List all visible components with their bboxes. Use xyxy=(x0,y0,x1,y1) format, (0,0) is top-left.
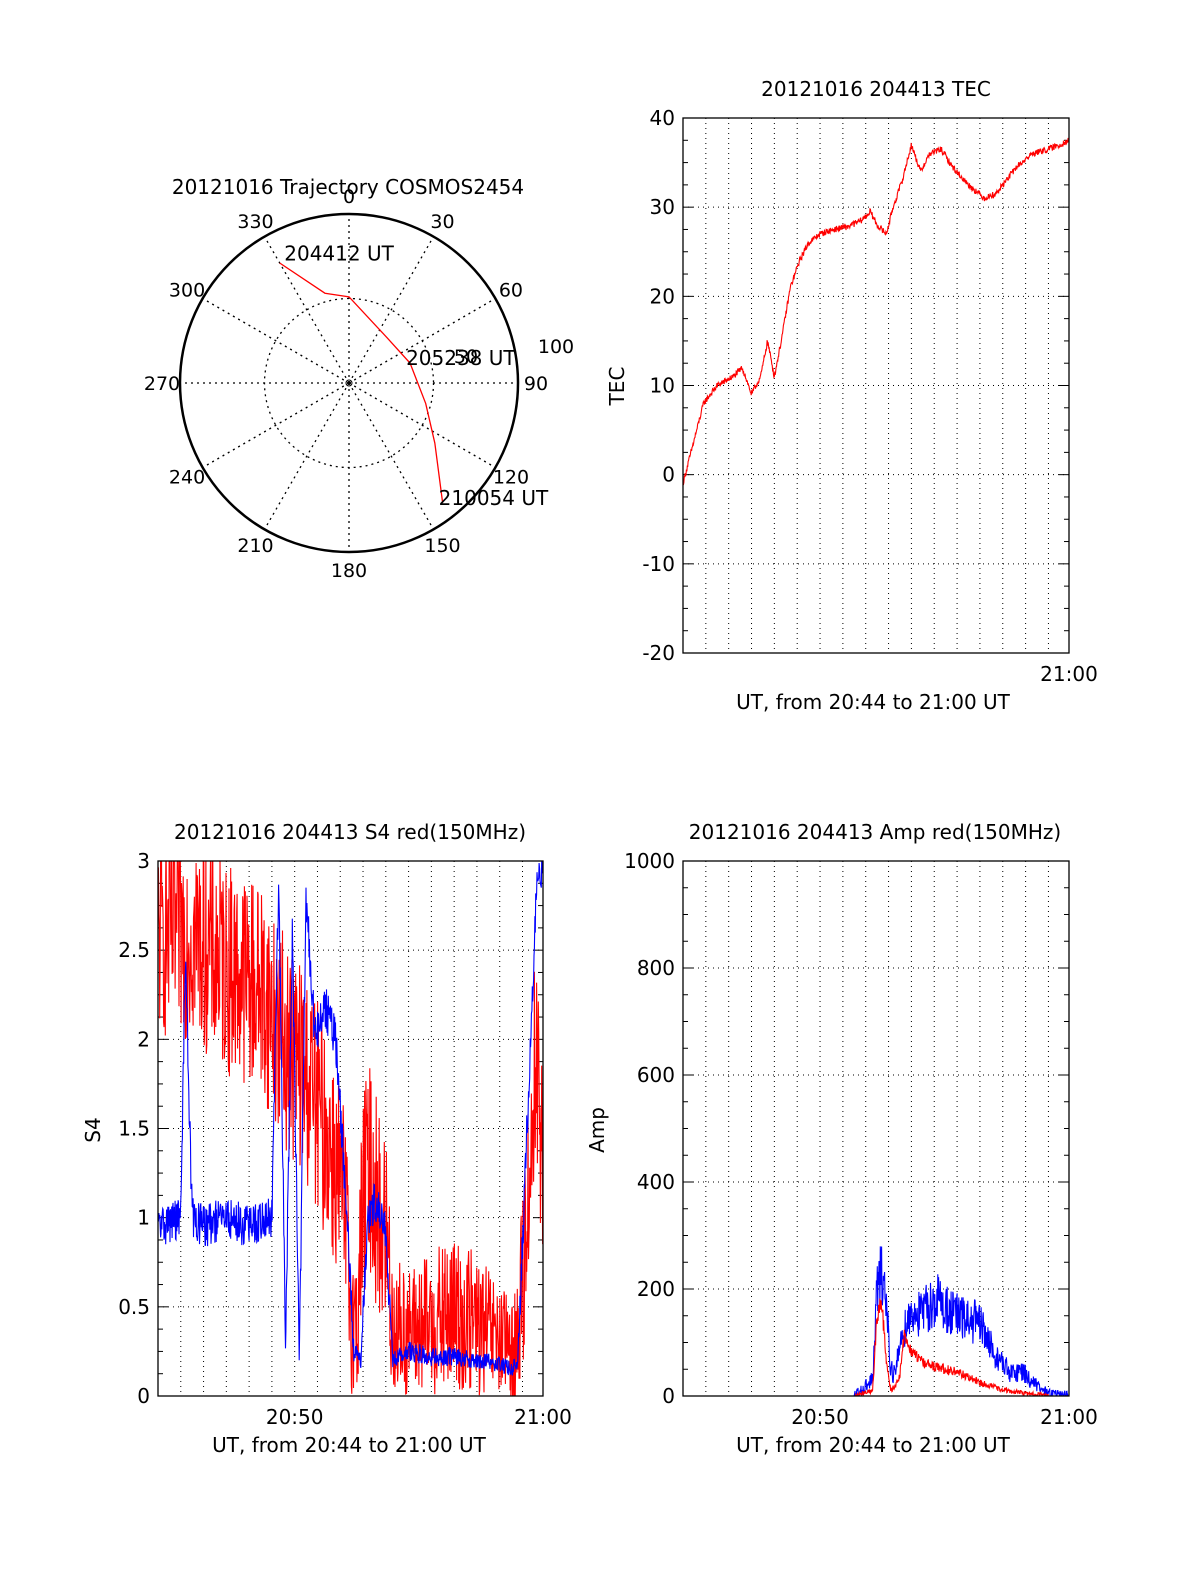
polar-azimuth-label: 60 xyxy=(499,280,523,302)
y-tick-label: 2 xyxy=(137,1027,150,1051)
trajectory-time-label: 204412 UT xyxy=(284,241,394,265)
y-tick-label: -10 xyxy=(642,552,675,576)
plot-series xyxy=(683,137,1069,486)
plot-frame xyxy=(682,117,1070,654)
y-tick-label: -20 xyxy=(642,641,675,665)
trajectory-time-label: 210054 UT xyxy=(439,486,549,510)
amp-xlabel: UT, from 20:44 to 21:00 UT xyxy=(736,1433,1011,1457)
polar-ring-label-100: 100 xyxy=(538,336,574,358)
trajectory-line xyxy=(279,262,444,503)
y-tick-label: 1 xyxy=(137,1206,150,1230)
polar-azimuth-label: 330 xyxy=(237,211,273,233)
plot-series xyxy=(158,861,543,1396)
y-tick-label: 0 xyxy=(662,1384,675,1408)
y-tick-label: 3 xyxy=(137,849,150,873)
y-tick-label: 20 xyxy=(650,284,675,308)
polar-azimuth-label: 240 xyxy=(169,467,205,489)
polar-title: 20121016 Trajectory COSMOS2454 xyxy=(172,175,524,199)
polar-spoke xyxy=(202,297,350,384)
polar-spoke xyxy=(263,236,350,384)
polar-annotations: 204412 UT 205238 UT 210054 UT xyxy=(284,241,549,509)
polar-outer-circle xyxy=(178,212,520,554)
polar-azimuth-labels: 0 30 60 90 120 150 180 210 240 270 300 330 xyxy=(144,186,548,582)
series-line-red xyxy=(683,1298,1069,1396)
x-tick-label: 21:00 xyxy=(1040,662,1098,686)
amp-title: 20121016 204413 Amp red(150MHz) xyxy=(689,820,1061,844)
series-line-blue xyxy=(158,861,543,1376)
s4-title: 20121016 204413 S4 red(150MHz) xyxy=(174,820,526,844)
polar-azimuth-label: 30 xyxy=(430,211,454,233)
polar-series xyxy=(279,262,444,503)
y-tick-label: 400 xyxy=(637,1170,675,1194)
tec-plot: 20121016 204413 TEC UT, from 20:44 to 21… xyxy=(605,77,1098,714)
y-tick-label: 1000 xyxy=(624,849,675,873)
amp-ylabel: Amp xyxy=(585,1107,609,1153)
polar-spoke xyxy=(348,382,496,469)
y-tick-label: 0.5 xyxy=(118,1295,150,1319)
y-tick-label: 600 xyxy=(637,1063,675,1087)
y-tick-label: 1.5 xyxy=(118,1117,150,1141)
x-tick-label: 21:00 xyxy=(1040,1405,1098,1429)
amp-plot: 20121016 204413 Amp red(150MHz) UT, from… xyxy=(585,820,1098,1457)
polar-center-mark xyxy=(345,379,353,387)
tec-xlabel: UT, from 20:44 to 21:00 UT xyxy=(736,690,1011,714)
polar-azimuth-label: 270 xyxy=(144,373,180,395)
x-tick-label: 20:50 xyxy=(791,1405,849,1429)
trajectory-time-label: 205238 UT xyxy=(406,346,516,370)
polar-azimuth-label: 180 xyxy=(331,560,367,582)
polar-spoke xyxy=(348,382,435,530)
tec-title: 20121016 204413 TEC xyxy=(761,77,991,101)
series-line-red xyxy=(683,137,1069,486)
polar-azimuth-label: 210 xyxy=(237,535,273,557)
x-tick-label: 21:00 xyxy=(514,1405,572,1429)
polar-azimuth-label: 150 xyxy=(424,535,460,557)
y-tick-label: 200 xyxy=(637,1277,675,1301)
y-tick-label: 10 xyxy=(650,374,675,398)
y-tick-label: 30 xyxy=(650,195,675,219)
y-tick-label: 0 xyxy=(137,1384,150,1408)
s4-xlabel: UT, from 20:44 to 21:00 UT xyxy=(212,1433,487,1457)
plot-series xyxy=(683,1246,1069,1396)
polar-azimuth-label: 90 xyxy=(524,373,548,395)
plot-grid xyxy=(683,117,1069,654)
polar-spoke xyxy=(263,382,350,530)
polar-grid xyxy=(180,214,518,552)
polar-ring-label-50: 50 xyxy=(454,346,478,368)
polar-spoke xyxy=(348,297,496,384)
s4-plot: 20121016 204413 S4 red(150MHz) UT, from … xyxy=(81,820,572,1457)
s4-ylabel: S4 xyxy=(81,1117,105,1142)
y-tick-label: 800 xyxy=(637,956,675,980)
x-tick-label: 20:50 xyxy=(266,1405,324,1429)
polar-azimuth-label: 120 xyxy=(493,467,529,489)
y-tick-label: 40 xyxy=(650,106,675,130)
series-line-blue xyxy=(683,1246,1069,1396)
plot-frame xyxy=(682,860,1070,1397)
polar-azimuth-label: 300 xyxy=(169,280,205,302)
trajectory-polar-plot: 20121016 Trajectory COSMOS2454 0 30 60 90 12… xyxy=(144,175,574,582)
polar-spoke xyxy=(202,382,350,469)
y-tick-label: 2.5 xyxy=(118,938,150,962)
y-tick-label: 0 xyxy=(662,463,675,487)
polar-spoke xyxy=(348,236,435,384)
tec-ylabel: TEC xyxy=(605,367,629,407)
polar-azimuth-label: 0 xyxy=(343,186,355,208)
plot-frame xyxy=(157,860,544,1397)
